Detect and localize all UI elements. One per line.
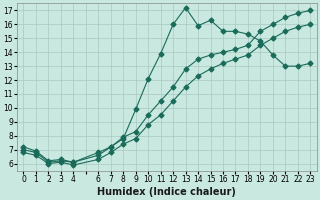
X-axis label: Humidex (Indice chaleur): Humidex (Indice chaleur) [98,187,236,197]
